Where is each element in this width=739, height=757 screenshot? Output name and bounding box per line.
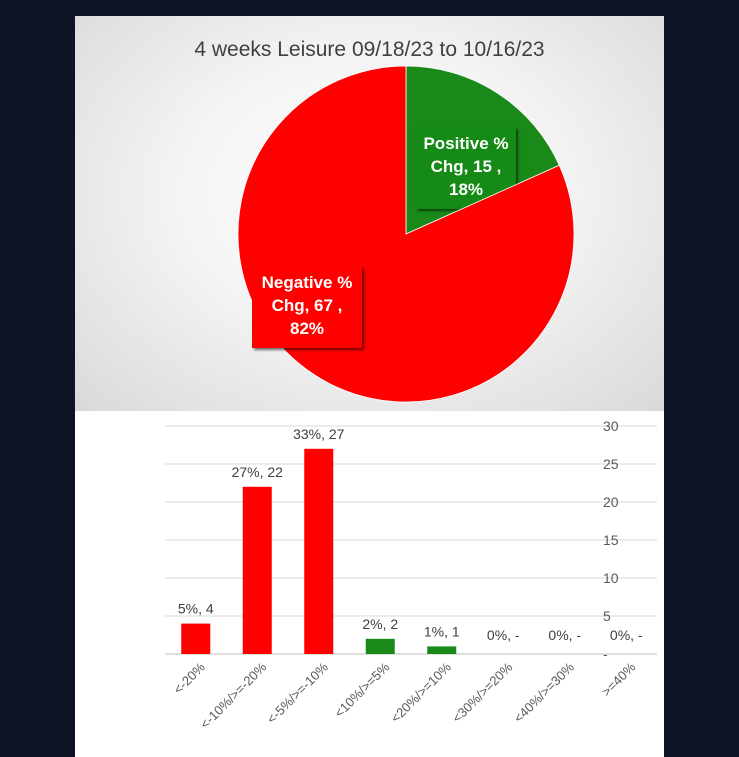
x-tick-label: <-10%/>=-20% bbox=[197, 659, 269, 731]
bar bbox=[181, 623, 211, 654]
x-tick-label: <30%/>=20% bbox=[449, 659, 515, 725]
y-tick-label: 15 bbox=[603, 532, 619, 548]
data-label: 0%, - bbox=[610, 627, 643, 643]
data-label: 1%, 1 bbox=[424, 623, 460, 639]
pie-chart: Positive % Chg, 15 , 18% Negative % Chg, 67 … bbox=[237, 65, 575, 403]
bar-chart: - 5 10 15 20 25 30 5%, 4 <-20% 27%, 22 <-10%/>=-20… bbox=[165, 418, 657, 732]
x-tick-label: <-5%/>=-10% bbox=[264, 659, 331, 726]
data-label: 0%, - bbox=[548, 627, 581, 643]
pie-slice-label-0: Positive % Chg, 15 , 18% bbox=[423, 134, 508, 199]
bar bbox=[365, 638, 395, 654]
y-tick-label: - bbox=[603, 646, 608, 662]
bar bbox=[304, 448, 334, 654]
chart-panel: 4 weeks Leisure 09/18/23 to 10/16/23 Pos… bbox=[75, 16, 664, 757]
y-tick-label: 20 bbox=[603, 494, 619, 510]
y-tick-label: 5 bbox=[603, 608, 611, 624]
x-tick-label: <-20% bbox=[170, 659, 208, 697]
data-label: 5%, 4 bbox=[178, 601, 214, 617]
data-label: 27%, 22 bbox=[232, 464, 284, 480]
y-tick-label: 25 bbox=[603, 456, 619, 472]
x-tick-label: <40%/>=30% bbox=[511, 659, 577, 725]
bar-chart-area: - 5 10 15 20 25 30 5%, 4 <-20% 27%, 22 <-10%/>=-20… bbox=[75, 411, 664, 757]
pie-label-box-1 bbox=[252, 266, 362, 348]
pie-chart-area: 4 weeks Leisure 09/18/23 to 10/16/23 Pos… bbox=[75, 16, 664, 411]
data-label: 2%, 2 bbox=[362, 616, 398, 632]
pie-slice-label-1: Negative % Chg, 67 , 82% bbox=[262, 273, 353, 338]
pie-chart-title: 4 weeks Leisure 09/18/23 to 10/16/23 bbox=[194, 38, 545, 61]
bar bbox=[242, 486, 272, 654]
x-tick-label: <10%/>=5% bbox=[331, 659, 392, 720]
x-tick-label: <20%/>=10% bbox=[388, 659, 454, 725]
y-tick-label: 10 bbox=[603, 570, 619, 586]
y-tick-label: 30 bbox=[603, 418, 619, 434]
x-tick-label: >=40% bbox=[599, 659, 639, 699]
data-label: 0%, - bbox=[487, 627, 520, 643]
bar bbox=[427, 646, 457, 654]
data-label: 33%, 27 bbox=[293, 426, 345, 442]
